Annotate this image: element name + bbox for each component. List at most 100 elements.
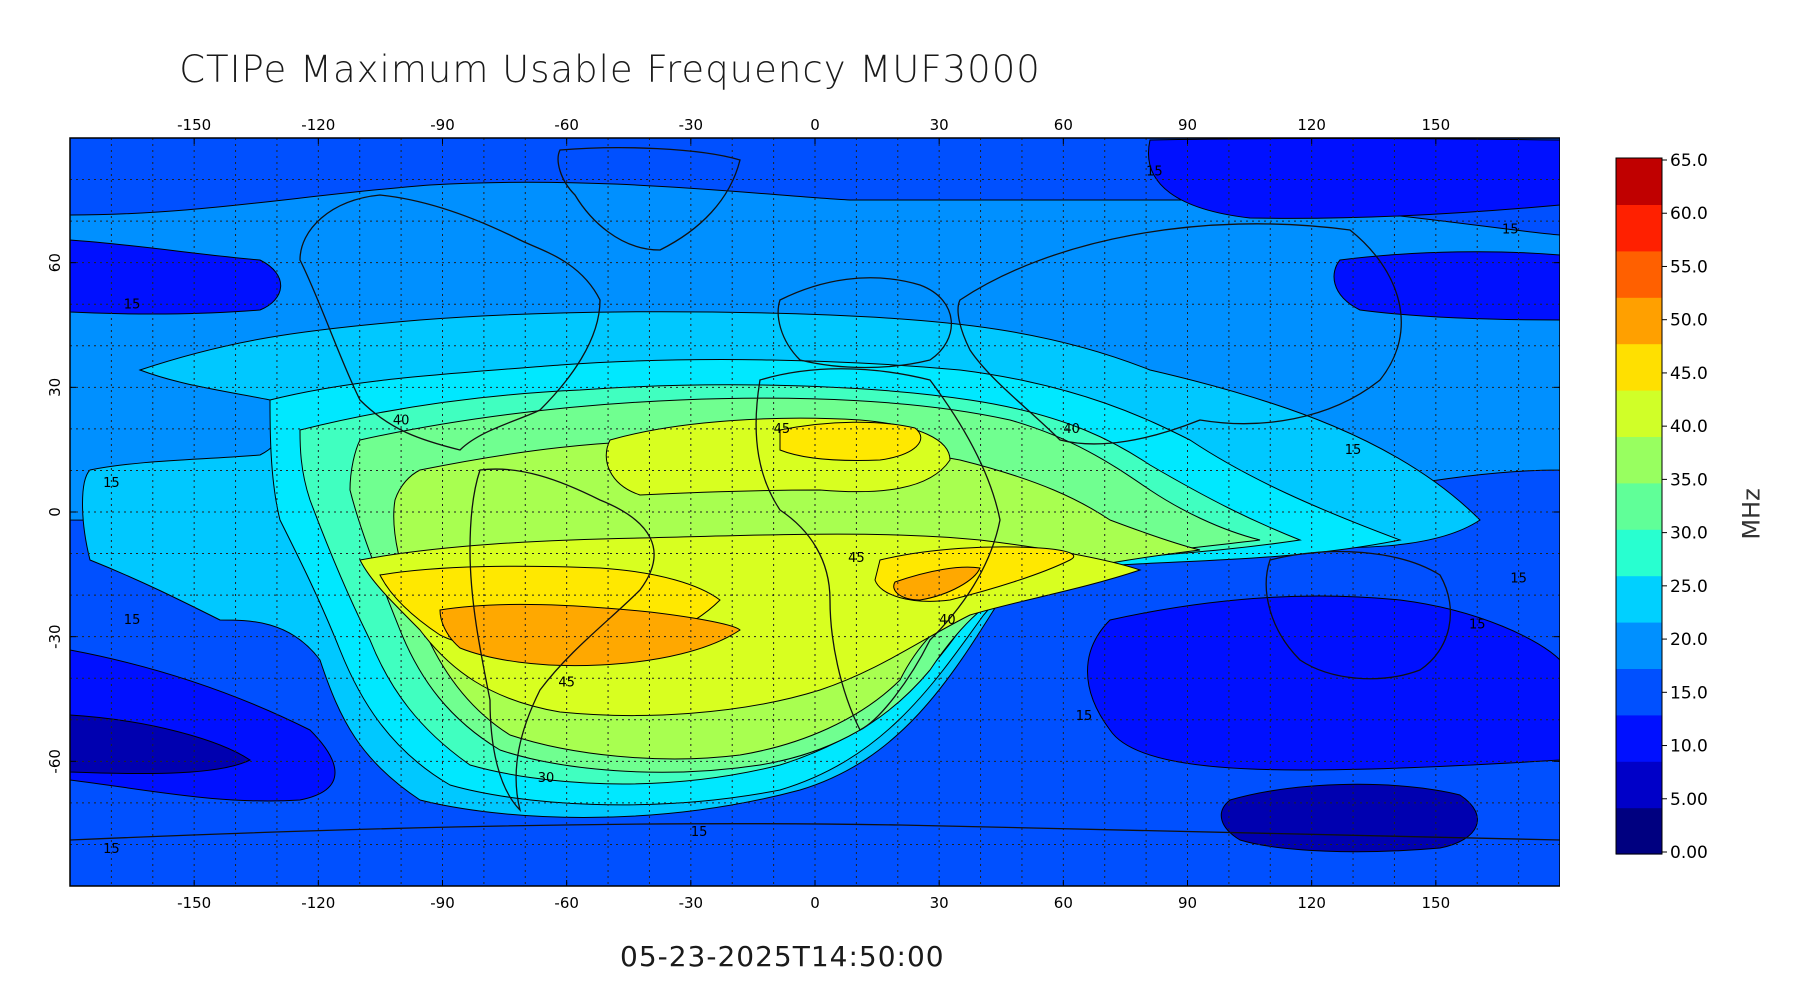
colorbar-block: [1616, 807, 1662, 855]
contour-label: 15: [124, 613, 141, 628]
coast-greenland: [557, 147, 741, 251]
colorbar-block: [1616, 250, 1662, 298]
colorbar: 65.0 60.0 55.0 50.0 45.0 40.0 35.0 30.0 25.0 20.0…: [1615, 151, 1708, 863]
contour-label: 45: [848, 551, 865, 566]
coast-antarctica: [70, 823, 1560, 841]
colorbar-frame: [1615, 157, 1663, 855]
colorbar-block: [1616, 668, 1662, 716]
contour-label: 40: [1063, 422, 1080, 437]
band-5-north-pacific: [70, 239, 282, 315]
contour-label: 15: [1146, 164, 1163, 179]
colorbar-block: [1616, 714, 1662, 762]
contour-label: 15: [691, 825, 708, 840]
x-tick-label-bottom: 0: [810, 894, 820, 912]
colorbar-tick-label: 25.0: [1670, 577, 1708, 597]
x-tick-label-bottom: -120: [301, 894, 335, 912]
coast-africa: [755, 368, 1001, 731]
x-tick-label-bottom: 30: [930, 894, 949, 912]
axes: -150 -150 -120 -120 -90 -90 -60 -60 -30 -30 0 0 30 30…: [46, 116, 1560, 912]
colorbar-block: [1616, 529, 1662, 577]
contour-label: 15: [124, 297, 141, 312]
contour-label: 45: [558, 676, 575, 691]
x-tick-label-top: 150: [1422, 116, 1451, 134]
x-tick-label-top: 30: [930, 116, 949, 134]
contour-label: 15: [1345, 443, 1362, 458]
colorbar-tick-label: 35.0: [1670, 470, 1708, 490]
colorbar-tick-label: 15.0: [1670, 683, 1708, 703]
contour-bands: [70, 181, 1560, 818]
contour-label: 30: [538, 771, 555, 786]
timestamp: 05-23-2025T14:50:00: [620, 940, 945, 973]
x-tick-label-bottom: 150: [1422, 894, 1451, 912]
colorbar-tick-label: 45.0: [1670, 364, 1708, 384]
muf-map: 15 15 15 15 15 15 15 15 15 15 15 45 45 45 40 40 40 30 -15…: [46, 116, 1560, 912]
colorbar-tick-label: 0.00: [1670, 843, 1708, 863]
chart-title: CTIPe Maximum Usable Frequency MUF3000: [179, 48, 1041, 91]
colorbar-block: [1616, 297, 1662, 345]
colorbar-blocks: [1616, 158, 1662, 855]
contour-labels: 15 15 15 15 15 15 15 15 15 15 15 45 45 45 40 40 40 30: [103, 164, 1527, 856]
coast-north-america: [299, 194, 601, 451]
x-tick-label-bottom: -30: [679, 894, 704, 912]
colorbar-block: [1616, 622, 1662, 669]
band-5-south-indian: [1087, 595, 1560, 771]
contour-label: 15: [103, 476, 120, 491]
y-tick-label-left: 30: [46, 378, 64, 397]
colorbar-tick-label: 50.0: [1670, 311, 1708, 331]
colorbar-tick-label: 60.0: [1670, 204, 1708, 224]
colorbar-tick-label: 20.0: [1670, 630, 1708, 650]
low-regions: [70, 138, 1560, 853]
y-tick-label-left: -60: [46, 749, 64, 774]
y-tick-label-left: 0: [46, 507, 64, 517]
x-tick-label-top: 120: [1297, 116, 1326, 134]
band-0-south-indian: [1220, 783, 1478, 853]
x-tick-label-top: -120: [301, 116, 335, 134]
x-tick-label-top: 90: [1178, 116, 1197, 134]
contour-label: 40: [393, 414, 410, 429]
contour-label: 15: [1510, 572, 1527, 587]
coast-australia: [1265, 550, 1452, 680]
x-tick-label-bottom: 60: [1054, 894, 1073, 912]
colorbar-block: [1616, 761, 1662, 809]
colorbar-block: [1616, 390, 1662, 437]
coast-asia: [957, 223, 1402, 445]
x-tick-label-bottom: -60: [554, 894, 579, 912]
coastlines: [70, 147, 1560, 841]
colorbar-tick-label: 65.0: [1670, 151, 1708, 171]
contour-label: 15: [1469, 617, 1486, 632]
band-0-far-south-pacific: [70, 714, 251, 775]
y-tick-label-left: 60: [46, 253, 64, 272]
x-tick-label-bottom: -90: [430, 894, 455, 912]
colorbar-labels: 65.0 60.0 55.0 50.0 45.0 40.0 35.0 30.0 25.0 20.0…: [1662, 151, 1708, 863]
colorbar-tick-label: 55.0: [1670, 257, 1708, 277]
colorbar-block: [1616, 482, 1662, 530]
colorbar-block: [1616, 575, 1662, 623]
x-tick-label-bottom: 90: [1178, 894, 1197, 912]
x-tick-label-top: 60: [1054, 116, 1073, 134]
contour-label: 15: [103, 842, 120, 857]
colorbar-tick-label: 40.0: [1670, 417, 1708, 437]
y-tick-label-left: -30: [46, 624, 64, 649]
contour-label: 15: [1502, 223, 1519, 238]
coast-europe: [777, 277, 953, 369]
colorbar-block: [1616, 204, 1662, 252]
x-tick-label-top: -30: [679, 116, 704, 134]
coast-south-america: [469, 468, 655, 813]
colorbar-unit-label: MHz: [1737, 488, 1766, 540]
x-tick-label-bottom: 120: [1297, 894, 1326, 912]
x-tick-label-top: -150: [177, 116, 211, 134]
contour-label: 45: [774, 422, 791, 437]
band-5-arctic: [1148, 138, 1560, 219]
colorbar-tick-label: 30.0: [1670, 524, 1708, 544]
colorbar-block: [1616, 343, 1662, 391]
x-tick-label-top: 0: [810, 116, 820, 134]
colorbar-block: [1616, 158, 1662, 205]
contour-label: 15: [1076, 709, 1093, 724]
graticule: [70, 138, 1560, 886]
contour-label: 40: [939, 613, 956, 628]
x-tick-label-bottom: -150: [177, 894, 211, 912]
colorbar-tick-label: 10.0: [1670, 737, 1708, 757]
band-5-far-east: [1333, 251, 1560, 321]
colorbar-block: [1616, 436, 1662, 484]
x-tick-label-top: -60: [554, 116, 579, 134]
